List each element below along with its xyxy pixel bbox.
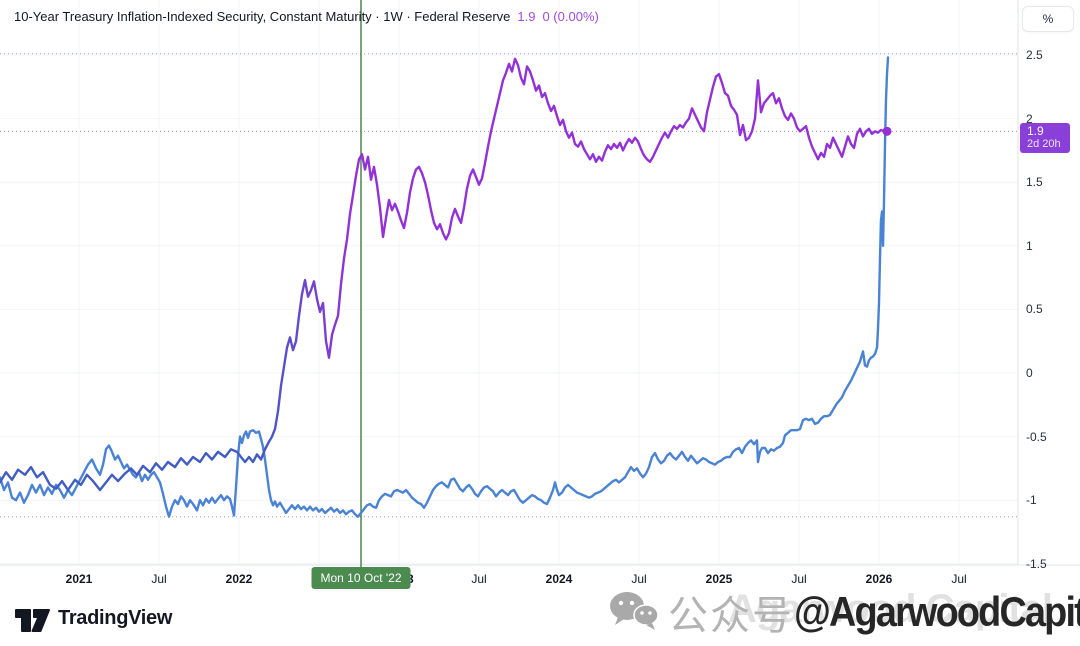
price-tick-label: -1: [1026, 493, 1037, 508]
price-tick-label: 2: [1026, 111, 1033, 126]
percent-unit-label: %: [1042, 12, 1054, 26]
time-tick-label-jul: Jul: [151, 572, 167, 586]
tradingview-logo-text: TradingView: [58, 606, 173, 629]
watermark-prefix: 公众号: [668, 594, 794, 638]
price-tick-label: 1.5: [1026, 175, 1043, 190]
price-axis[interactable]: 2.5 2 1.5 1 0.5 0 -0.5 -1 -1.5: [1018, 0, 1080, 571]
time-tick-label-2021: 2021: [65, 572, 93, 586]
series-line-main-purple: [0, 57, 889, 492]
time-tick-label-jul: Jul: [631, 572, 647, 586]
tradingview-logo[interactable]: TradingView: [14, 603, 172, 633]
symbol-title: 10-Year Treasury Inflation-Indexed Secur…: [14, 9, 511, 24]
event-date-label: Mon 10 Oct '22: [320, 571, 402, 585]
wechat-icon: [610, 592, 659, 630]
price-tick-label: 1: [1026, 238, 1033, 253]
time-tick-label-jul: Jul: [951, 572, 967, 586]
time-tick-label-jul: Jul: [791, 572, 807, 586]
symbol-legend[interactable]: 10-Year Treasury Inflation-Indexed Secur…: [14, 9, 599, 24]
price-tick-label: -1.5: [1026, 556, 1047, 571]
price-tick-label: 0.5: [1026, 302, 1043, 317]
time-tick-label-2022: 2022: [225, 572, 253, 586]
last-price-badge: 1.9 2d 20h: [1020, 123, 1070, 154]
bar-countdown: 2d 20h: [1027, 138, 1061, 151]
time-tick-label-jul: Jul: [471, 572, 487, 586]
watermark-echo-text: Agarwood Capital: [728, 587, 1053, 631]
last-price-badge-value: 1.9: [1027, 124, 1044, 139]
price-change: 0 (0.00%): [542, 9, 599, 24]
last-value-dot: [882, 126, 892, 136]
event-date-badge: Mon 10 Oct '22: [311, 567, 411, 589]
time-tick-label-2024: 2024: [545, 572, 573, 586]
time-tick-label-2026: 2026: [865, 572, 893, 586]
time-axis[interactable]: 3 Mon 10 Oct '22 2021Jul2022Jul2024Jul20…: [0, 565, 1018, 595]
last-price-value: 1.9: [517, 9, 536, 24]
series-line-overlay-blue: [0, 56, 890, 518]
price-tick-label: 0: [1026, 366, 1033, 380]
tradingview-logo-icon: [15, 609, 50, 632]
price-tick-label: 2.5: [1026, 48, 1043, 62]
percent-unit-button[interactable]: %: [1022, 6, 1074, 32]
time-tick-label-2025: 2025: [705, 572, 733, 586]
price-tick-label: -0.5: [1026, 429, 1047, 444]
